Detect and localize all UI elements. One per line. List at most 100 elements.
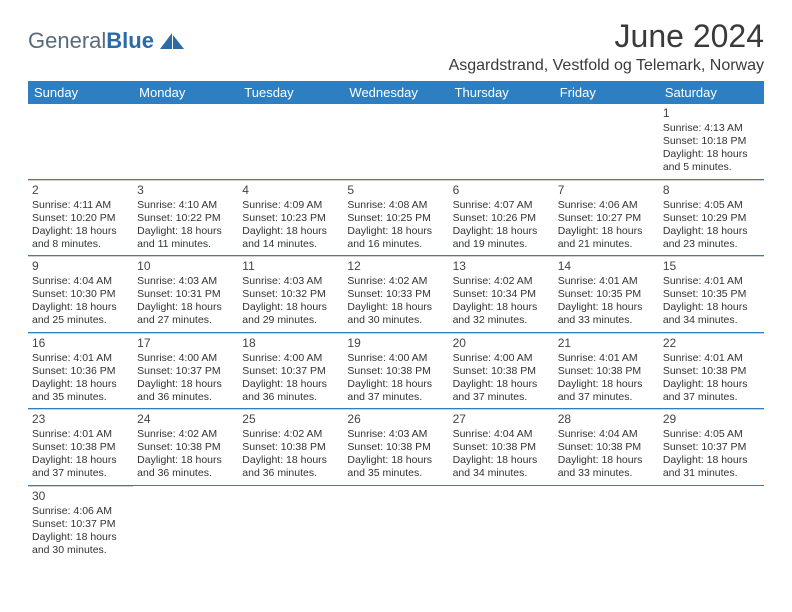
day-number: 15 — [663, 259, 760, 274]
calendar-page: GeneralBlue June 2024 Asgardstrand, Vest… — [0, 0, 792, 579]
daylight-line: and 37 minutes. — [32, 467, 129, 480]
daylight-line: Daylight: 18 hours — [32, 301, 129, 314]
sunset-line: Sunset: 10:37 PM — [137, 365, 234, 378]
day-cell: 14Sunrise: 4:01 AMSunset: 10:35 PMDaylig… — [554, 256, 659, 332]
sunrise-line: Sunrise: 4:01 AM — [32, 352, 129, 365]
sunrise-line: Sunrise: 4:05 AM — [663, 428, 760, 441]
sunrise-line: Sunrise: 4:06 AM — [32, 505, 129, 518]
sunrise-line: Sunrise: 4:03 AM — [242, 275, 339, 288]
daylight-line: and 31 minutes. — [663, 467, 760, 480]
weeks-container: 1Sunrise: 4:13 AMSunset: 10:18 PMDayligh… — [28, 104, 764, 561]
day-header: Thursday — [449, 81, 554, 104]
day-cell: 4Sunrise: 4:09 AMSunset: 10:23 PMDayligh… — [238, 180, 343, 256]
daylight-line: and 36 minutes. — [137, 391, 234, 404]
empty-cell — [449, 104, 554, 179]
sunset-line: Sunset: 10:35 PM — [663, 288, 760, 301]
sunrise-line: Sunrise: 4:08 AM — [347, 199, 444, 212]
daylight-line: and 36 minutes. — [242, 467, 339, 480]
daylight-line: Daylight: 18 hours — [137, 301, 234, 314]
day-cell: 17Sunrise: 4:00 AMSunset: 10:37 PMDaylig… — [133, 333, 238, 409]
sunset-line: Sunset: 10:38 PM — [558, 365, 655, 378]
daylight-line: and 14 minutes. — [242, 238, 339, 251]
daylight-line: and 32 minutes. — [453, 314, 550, 327]
daylight-line: Daylight: 18 hours — [663, 148, 760, 161]
sail-icon — [158, 31, 186, 51]
day-number: 7 — [558, 183, 655, 198]
sunset-line: Sunset: 10:38 PM — [32, 441, 129, 454]
sunrise-line: Sunrise: 4:04 AM — [453, 428, 550, 441]
day-number: 12 — [347, 259, 444, 274]
day-cell: 23Sunrise: 4:01 AMSunset: 10:38 PMDaylig… — [28, 409, 133, 485]
daylight-line: Daylight: 18 hours — [453, 378, 550, 391]
day-number: 16 — [32, 336, 129, 351]
week-row: 9Sunrise: 4:04 AMSunset: 10:30 PMDayligh… — [28, 256, 764, 333]
sunrise-line: Sunrise: 4:03 AM — [137, 275, 234, 288]
sunrise-line: Sunrise: 4:01 AM — [663, 352, 760, 365]
sunrise-line: Sunrise: 4:00 AM — [242, 352, 339, 365]
daylight-line: and 33 minutes. — [558, 467, 655, 480]
sunset-line: Sunset: 10:33 PM — [347, 288, 444, 301]
day-cell: 26Sunrise: 4:03 AMSunset: 10:38 PMDaylig… — [343, 409, 448, 485]
week-row: 30Sunrise: 4:06 AMSunset: 10:37 PMDaylig… — [28, 486, 764, 562]
daylight-line: and 37 minutes. — [453, 391, 550, 404]
day-number: 13 — [453, 259, 550, 274]
day-number: 20 — [453, 336, 550, 351]
day-number: 6 — [453, 183, 550, 198]
sunset-line: Sunset: 10:37 PM — [242, 365, 339, 378]
day-number: 9 — [32, 259, 129, 274]
title-block: June 2024 Asgardstrand, Vestfold og Tele… — [449, 18, 764, 75]
day-number: 24 — [137, 412, 234, 427]
day-cell: 21Sunrise: 4:01 AMSunset: 10:38 PMDaylig… — [554, 333, 659, 409]
daylight-line: and 11 minutes. — [137, 238, 234, 251]
sunset-line: Sunset: 10:34 PM — [453, 288, 550, 301]
day-number: 21 — [558, 336, 655, 351]
daylight-line: and 27 minutes. — [137, 314, 234, 327]
day-cell: 15Sunrise: 4:01 AMSunset: 10:35 PMDaylig… — [659, 256, 764, 332]
sunset-line: Sunset: 10:30 PM — [32, 288, 129, 301]
daylight-line: and 34 minutes. — [453, 467, 550, 480]
day-number: 10 — [137, 259, 234, 274]
day-cell: 5Sunrise: 4:08 AMSunset: 10:25 PMDayligh… — [343, 180, 448, 256]
daylight-line: and 35 minutes. — [347, 467, 444, 480]
daylight-line: Daylight: 18 hours — [453, 454, 550, 467]
sunset-line: Sunset: 10:38 PM — [137, 441, 234, 454]
day-cell: 6Sunrise: 4:07 AMSunset: 10:26 PMDayligh… — [449, 180, 554, 256]
day-cell: 11Sunrise: 4:03 AMSunset: 10:32 PMDaylig… — [238, 256, 343, 332]
day-number: 17 — [137, 336, 234, 351]
logo: GeneralBlue — [28, 28, 186, 54]
daylight-line: Daylight: 18 hours — [137, 454, 234, 467]
daylight-line: Daylight: 18 hours — [558, 301, 655, 314]
day-number: 29 — [663, 412, 760, 427]
day-header: Tuesday — [238, 81, 343, 104]
day-cell: 12Sunrise: 4:02 AMSunset: 10:33 PMDaylig… — [343, 256, 448, 332]
daylight-line: and 37 minutes. — [347, 391, 444, 404]
empty-cell — [449, 486, 554, 562]
empty-cell — [659, 486, 764, 562]
sunset-line: Sunset: 10:37 PM — [663, 441, 760, 454]
daylight-line: Daylight: 18 hours — [242, 301, 339, 314]
sunrise-line: Sunrise: 4:00 AM — [453, 352, 550, 365]
daylight-line: and 30 minutes. — [347, 314, 444, 327]
day-number: 2 — [32, 183, 129, 198]
sunrise-line: Sunrise: 4:02 AM — [242, 428, 339, 441]
day-cell: 19Sunrise: 4:00 AMSunset: 10:38 PMDaylig… — [343, 333, 448, 409]
day-cell: 8Sunrise: 4:05 AMSunset: 10:29 PMDayligh… — [659, 180, 764, 256]
day-number: 23 — [32, 412, 129, 427]
daylight-line: and 36 minutes. — [137, 467, 234, 480]
day-cell: 16Sunrise: 4:01 AMSunset: 10:36 PMDaylig… — [28, 333, 133, 409]
week-row: 16Sunrise: 4:01 AMSunset: 10:36 PMDaylig… — [28, 333, 764, 410]
daylight-line: Daylight: 18 hours — [137, 225, 234, 238]
day-cell: 2Sunrise: 4:11 AMSunset: 10:20 PMDayligh… — [28, 180, 133, 256]
daylight-line: and 23 minutes. — [663, 238, 760, 251]
daylight-line: Daylight: 18 hours — [453, 301, 550, 314]
day-cell: 22Sunrise: 4:01 AMSunset: 10:38 PMDaylig… — [659, 333, 764, 409]
daylight-line: and 37 minutes. — [663, 391, 760, 404]
sunset-line: Sunset: 10:36 PM — [32, 365, 129, 378]
day-cell: 3Sunrise: 4:10 AMSunset: 10:22 PMDayligh… — [133, 180, 238, 256]
daylight-line: Daylight: 18 hours — [242, 378, 339, 391]
day-header: Monday — [133, 81, 238, 104]
sunrise-line: Sunrise: 4:09 AM — [242, 199, 339, 212]
daylight-line: Daylight: 18 hours — [347, 454, 444, 467]
empty-cell — [133, 104, 238, 179]
daylight-line: and 29 minutes. — [242, 314, 339, 327]
